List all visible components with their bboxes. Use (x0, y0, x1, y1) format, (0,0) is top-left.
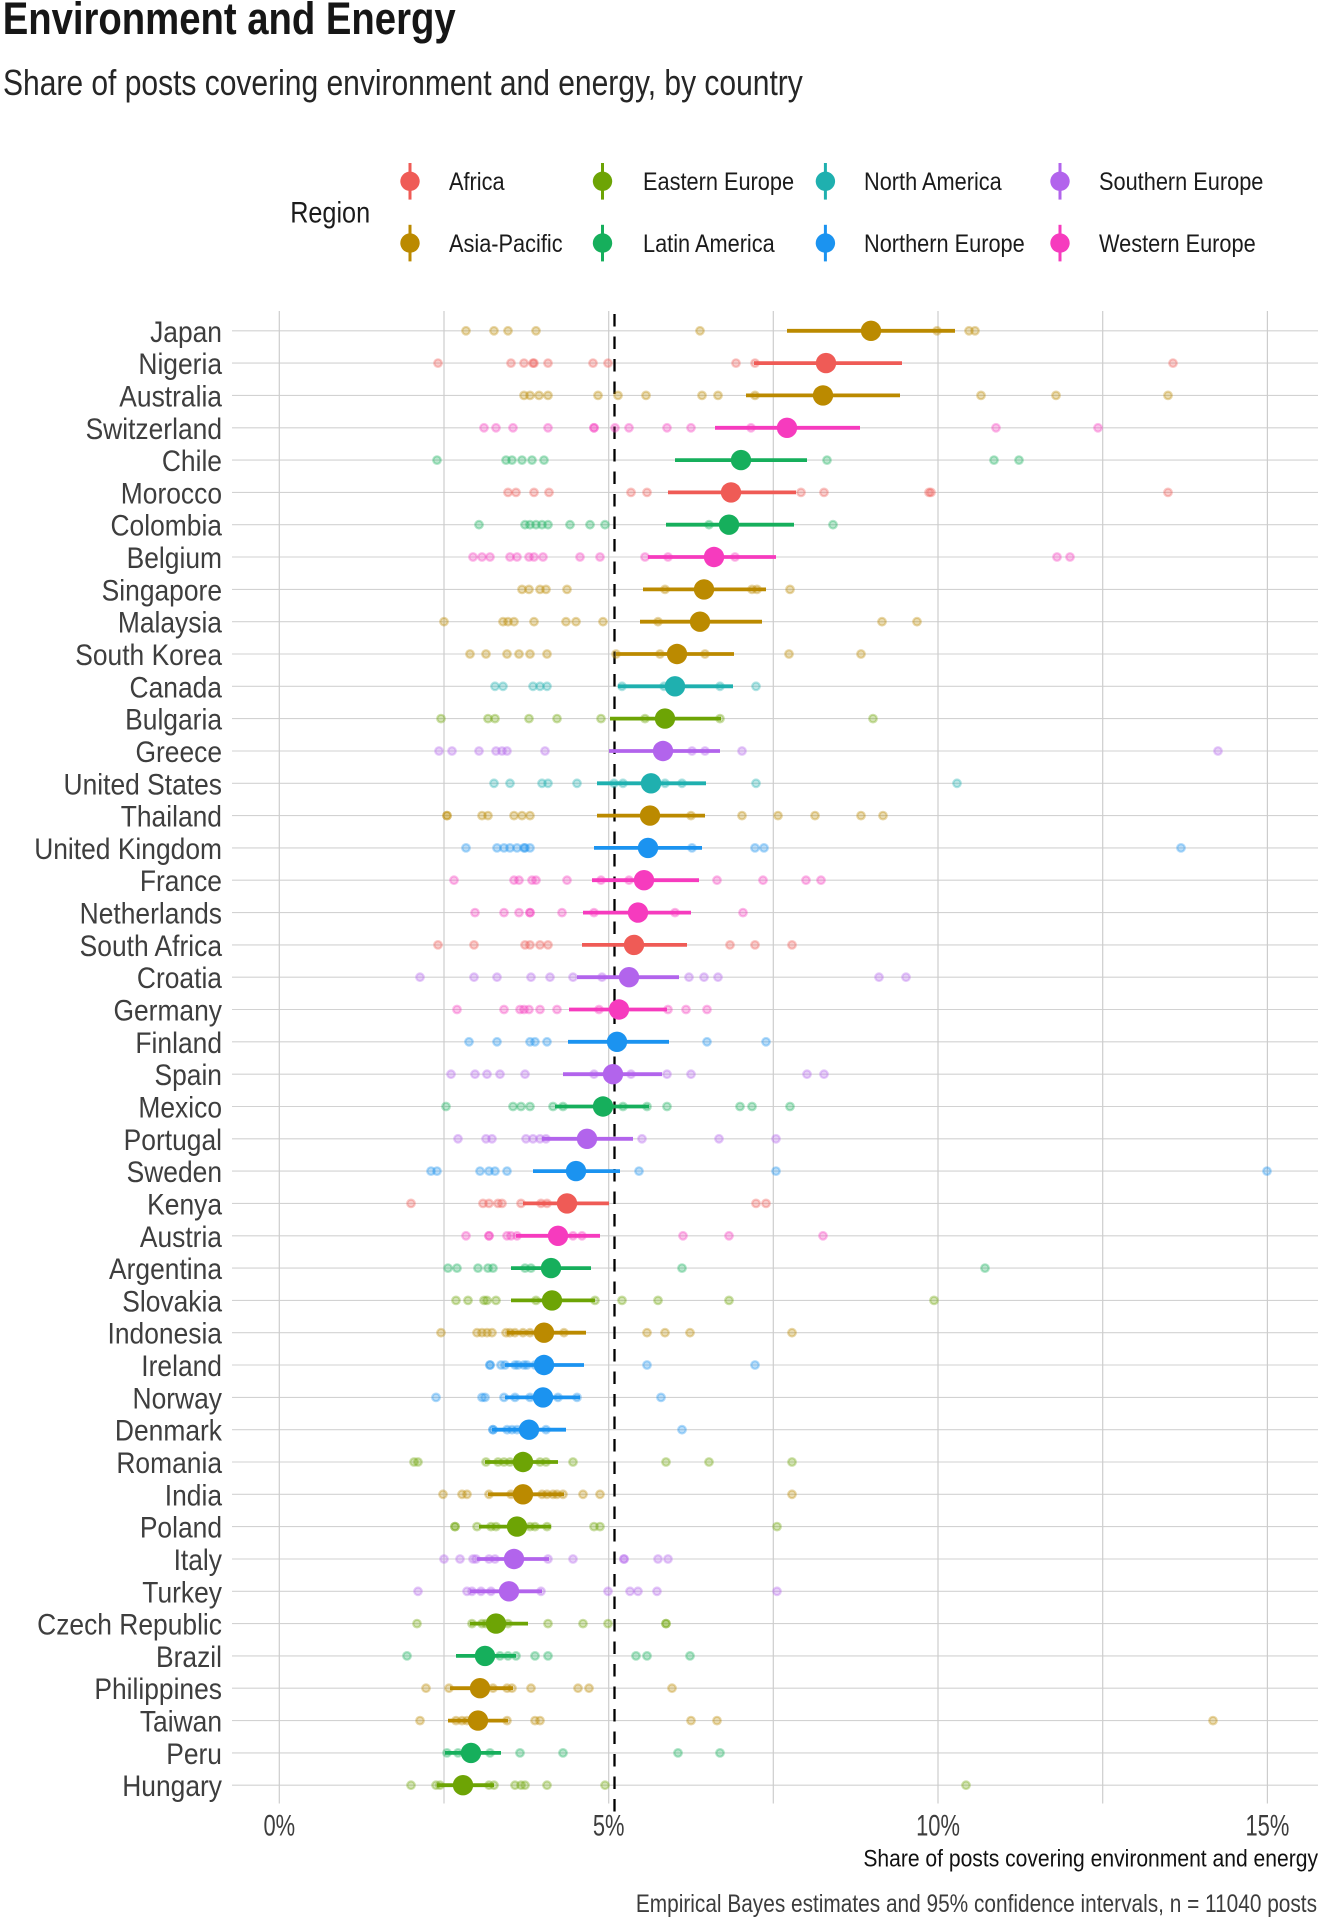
svg-text:South Korea: South Korea (75, 637, 222, 671)
svg-text:Empirical Bayes estimates and: Empirical Bayes estimates and 95% confid… (636, 1889, 1317, 1917)
svg-text:Philippines: Philippines (94, 1672, 222, 1706)
svg-text:Region: Region (290, 196, 370, 230)
svg-text:United States: United States (64, 767, 222, 801)
svg-text:15%: 15% (1245, 1808, 1289, 1842)
svg-text:Taiwan: Taiwan (140, 1704, 222, 1738)
svg-text:Norway: Norway (133, 1381, 223, 1415)
svg-text:Northern Europe: Northern Europe (864, 229, 1025, 257)
svg-text:Malaysia: Malaysia (118, 605, 222, 639)
svg-text:France: France (140, 864, 222, 898)
svg-text:Switzerland: Switzerland (86, 411, 222, 445)
svg-text:South Africa: South Africa (80, 928, 223, 962)
svg-text:Singapore: Singapore (102, 573, 222, 607)
svg-text:Nigeria: Nigeria (138, 346, 222, 380)
svg-text:Bulgaria: Bulgaria (125, 702, 222, 736)
svg-text:Kenya: Kenya (147, 1187, 222, 1221)
svg-text:Brazil: Brazil (156, 1639, 222, 1673)
svg-text:Thailand: Thailand (121, 799, 222, 833)
svg-text:Netherlands: Netherlands (80, 896, 222, 930)
svg-text:Australia: Australia (119, 379, 222, 413)
svg-text:Romania: Romania (116, 1445, 222, 1479)
svg-text:Peru: Peru (166, 1736, 222, 1770)
svg-text:Czech Republic: Czech Republic (37, 1607, 222, 1641)
svg-text:Mexico: Mexico (138, 1090, 222, 1124)
svg-text:Slovakia: Slovakia (122, 1284, 222, 1318)
svg-text:Greece: Greece (135, 734, 222, 768)
svg-text:Hungary: Hungary (122, 1769, 223, 1803)
svg-text:Share of posts covering enviro: Share of posts covering environment and … (3, 64, 803, 104)
svg-text:Southern Europe: Southern Europe (1099, 168, 1263, 196)
svg-text:Share of posts covering enviro: Share of posts covering environment and … (863, 1845, 1318, 1872)
svg-text:Sweden: Sweden (127, 1154, 222, 1188)
svg-text:Environment and Energy: Environment and Energy (3, 0, 456, 44)
svg-text:5%: 5% (593, 1808, 625, 1842)
svg-text:Western Europe: Western Europe (1099, 229, 1256, 257)
svg-text:Germany: Germany (113, 993, 222, 1027)
svg-text:North America: North America (864, 168, 1003, 196)
svg-text:Belgium: Belgium (127, 540, 222, 574)
svg-text:Austria: Austria (140, 1219, 222, 1253)
svg-text:Argentina: Argentina (109, 1251, 222, 1285)
svg-text:0%: 0% (263, 1808, 295, 1842)
svg-text:Spain: Spain (154, 1058, 222, 1092)
svg-text:Canada: Canada (130, 670, 223, 704)
svg-text:Italy: Italy (174, 1542, 223, 1576)
svg-text:Colombia: Colombia (111, 508, 223, 542)
svg-text:Portugal: Portugal (124, 1122, 222, 1156)
svg-text:Indonesia: Indonesia (108, 1316, 223, 1350)
svg-text:Ireland: Ireland (141, 1348, 222, 1382)
svg-text:Morocco: Morocco (121, 476, 222, 510)
svg-text:10%: 10% (916, 1808, 960, 1842)
svg-text:Turkey: Turkey (142, 1575, 222, 1609)
svg-text:Finland: Finland (135, 1025, 222, 1059)
svg-text:Poland: Poland (140, 1510, 222, 1544)
svg-text:Africa: Africa (449, 168, 505, 196)
svg-text:Denmark: Denmark (115, 1413, 223, 1447)
svg-text:United Kingdom: United Kingdom (34, 831, 222, 865)
svg-text:Asia-Pacific: Asia-Pacific (449, 229, 563, 257)
svg-text:Chile: Chile (162, 443, 222, 477)
svg-text:India: India (165, 1478, 223, 1512)
svg-text:Japan: Japan (150, 314, 222, 348)
svg-text:Eastern Europe: Eastern Europe (643, 168, 794, 196)
svg-text:Croatia: Croatia (137, 961, 222, 995)
svg-text:Latin America: Latin America (643, 229, 776, 257)
